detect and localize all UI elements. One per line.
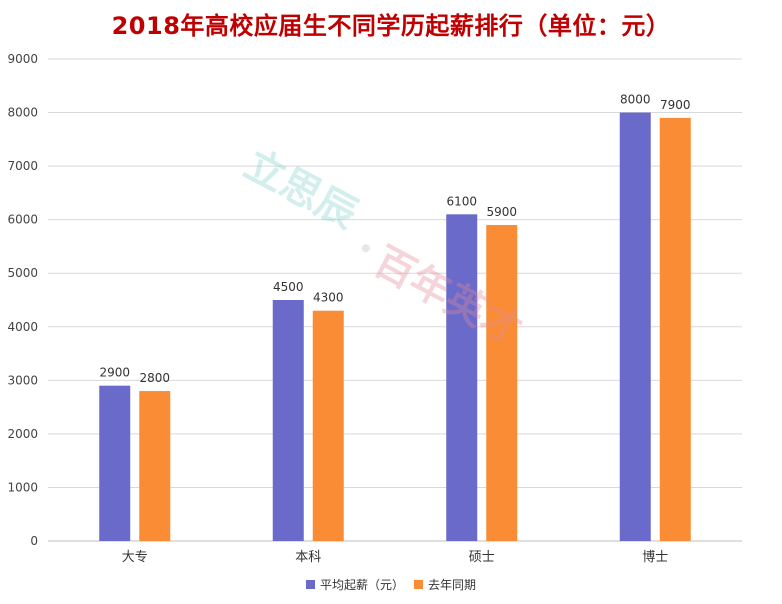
data-label: 2900 [99, 366, 130, 380]
legend-item: 平均起薪（元） [305, 576, 404, 593]
bars [99, 112, 691, 542]
y-tick-label: 7000 [7, 159, 38, 173]
legend-label: 平均起薪（元） [319, 578, 404, 592]
y-tick-label: 2000 [7, 427, 38, 441]
data-label: 4500 [273, 280, 304, 294]
x-category-label: 博士 [642, 550, 668, 565]
bar-last-year-3 [659, 117, 691, 542]
y-tick-label: 9000 [7, 52, 38, 66]
x-category-label: 大专 [122, 550, 148, 565]
svg-text:立思辰: 立思辰 [237, 141, 365, 238]
x-category-label: 本科 [295, 550, 321, 565]
y-tick-label: 4000 [7, 320, 38, 334]
bar-last-year-2 [486, 225, 518, 541]
y-tick-label: 6000 [7, 213, 38, 227]
data-label: 4300 [313, 291, 344, 305]
x-axis: 大专 本科 硕士 博士 [122, 550, 669, 565]
y-tick-label: 0 [30, 534, 38, 548]
bar-last-year-0 [139, 391, 171, 541]
data-label: 7900 [660, 98, 691, 112]
chart-title: 2018年高校应届生不同学历起薪排行（单位：元） [111, 12, 671, 40]
legend-item: 去年同期 [414, 576, 476, 593]
y-tick-label: 8000 [7, 106, 38, 120]
data-label: 6100 [446, 194, 477, 208]
bar-avg-salary-1 [272, 300, 304, 541]
legend: 平均起薪（元） 去年同期 [0, 576, 782, 593]
data-label: 8000 [620, 93, 651, 107]
bar-avg-salary-0 [99, 385, 131, 541]
bar-last-year-1 [312, 310, 344, 541]
bar-avg-salary-2 [446, 214, 478, 542]
data-label: 5900 [486, 205, 517, 219]
x-category-label: 硕士 [469, 550, 495, 565]
y-tick-label: 5000 [7, 266, 38, 280]
bar-avg-salary-3 [619, 112, 651, 542]
y-tick-label: 3000 [7, 373, 38, 387]
y-tick-label: 1000 [7, 480, 38, 494]
legend-swatch [414, 580, 423, 589]
data-label: 2800 [139, 371, 170, 385]
y-axis: 0 1000 2000 3000 4000 5000 6000 7000 8000 9000 [7, 52, 38, 548]
legend-swatch [305, 580, 315, 589]
data-labels: 2900 2800 4500 4300 6100 5900 8000 7900 [99, 93, 690, 385]
legend-label: 去年同期 [428, 578, 477, 592]
